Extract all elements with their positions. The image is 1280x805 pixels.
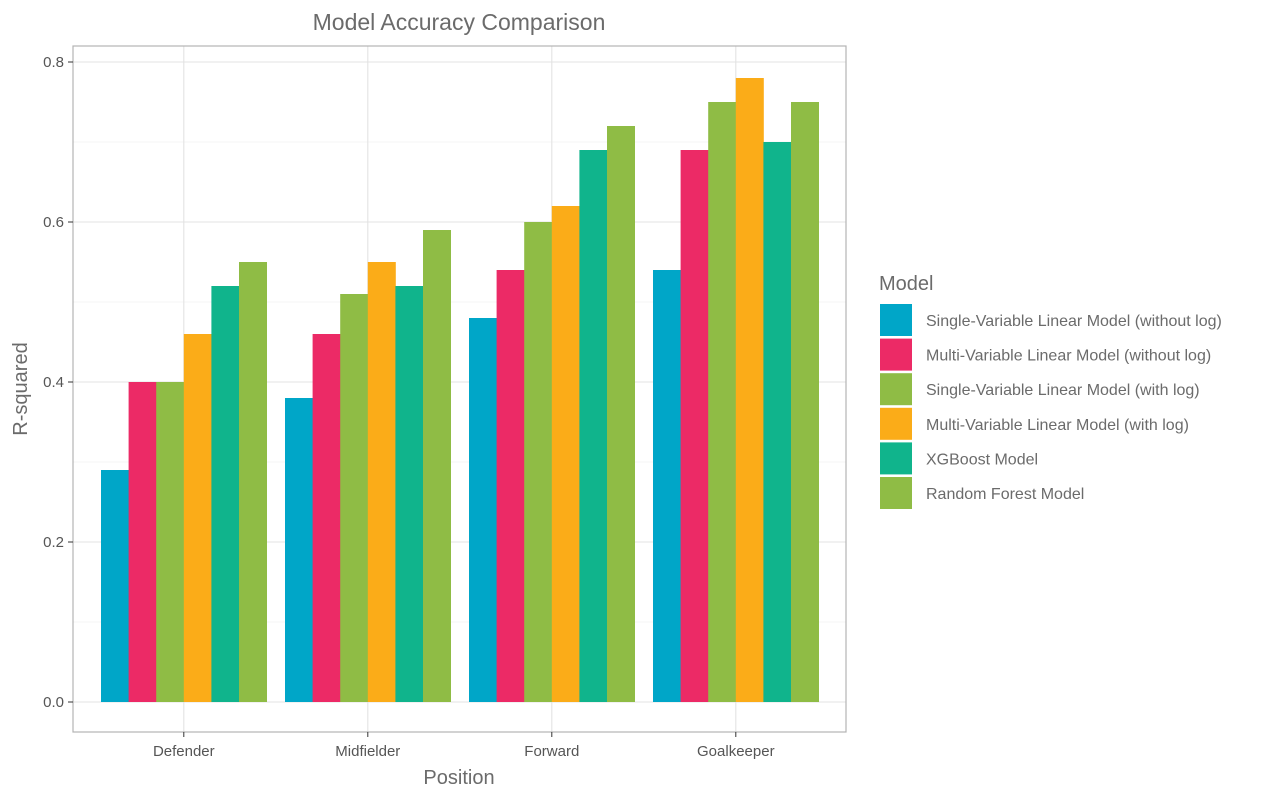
- y-tick-label: 0.2: [43, 534, 64, 551]
- bar: [367, 262, 396, 702]
- legend-key: [880, 442, 912, 475]
- legend-key: [880, 338, 912, 371]
- bar: [183, 334, 212, 702]
- y-tick-label: 0.6: [43, 214, 64, 231]
- bar: [653, 270, 681, 702]
- y-tick-label: 0.8: [43, 54, 64, 71]
- y-tick-label: 0.4: [43, 374, 64, 391]
- bar: [128, 382, 157, 702]
- bar: [423, 230, 451, 702]
- bar: [239, 262, 267, 702]
- bars: [101, 78, 819, 702]
- legend-label: XGBoost Model: [926, 451, 1038, 468]
- chart-title: Model Accuracy Comparison: [313, 9, 606, 35]
- legend-key: [880, 304, 912, 336]
- legend-title: Model: [879, 273, 933, 295]
- x-tick-label: Goalkeeper: [697, 743, 775, 760]
- bar: [496, 270, 525, 702]
- bar: [312, 334, 341, 702]
- bar: [211, 286, 240, 702]
- bar: [579, 150, 608, 702]
- x-tick-label: Defender: [153, 743, 215, 760]
- bar: [735, 78, 764, 702]
- axes: 0.0 0.2 0.4 0.6 0.8 Defender Midfielder Forward…: [43, 54, 774, 760]
- legend-label: Single-Variable Linear Model (without lo…: [926, 313, 1222, 330]
- x-tick-label: Midfielder: [335, 743, 400, 760]
- bar: [395, 286, 424, 702]
- bar: [340, 294, 369, 702]
- y-axis-title: R-squared: [10, 342, 32, 435]
- x-tick-label: Forward: [524, 743, 579, 760]
- legend: Model Single-Variable Linear Model (with…: [879, 273, 1222, 509]
- legend-label: Multi-Variable Linear Model (without log…: [926, 348, 1211, 365]
- bar: [708, 102, 737, 702]
- bar: [551, 206, 580, 702]
- bar: [680, 150, 709, 702]
- legend-label: Random Forest Model: [926, 486, 1084, 503]
- legend-label: Single-Variable Linear Model (with log): [926, 382, 1200, 399]
- legend-key: [880, 373, 912, 406]
- legend-label: Multi-Variable Linear Model (with log): [926, 417, 1189, 434]
- y-tick-label: 0.0: [43, 694, 64, 711]
- legend-key: [880, 407, 912, 440]
- bar: [524, 222, 553, 702]
- bar: [469, 318, 497, 702]
- x-axis-title: Position: [423, 767, 494, 789]
- plot-panel: [72, 45, 847, 733]
- bar: [156, 382, 185, 702]
- bar: [791, 102, 819, 702]
- bar: [607, 126, 635, 702]
- bar: [763, 142, 792, 702]
- bar: [285, 398, 313, 702]
- bar: [101, 470, 129, 702]
- legend-key: [880, 477, 912, 509]
